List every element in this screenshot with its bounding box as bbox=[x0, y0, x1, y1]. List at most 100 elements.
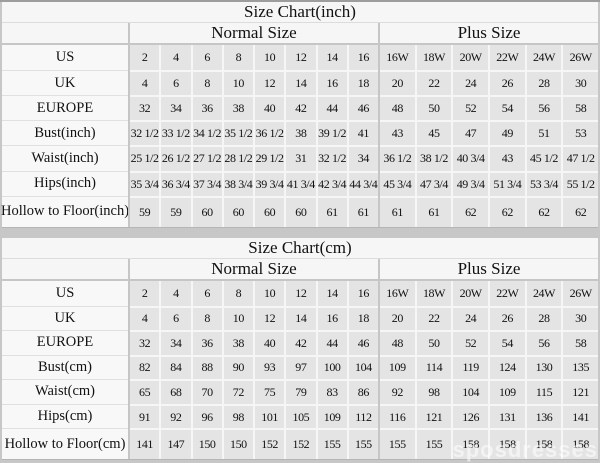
size-value-cell: 51 3/4 bbox=[488, 170, 525, 196]
size-value-cell: 82 bbox=[130, 354, 160, 380]
size-value-cell: 47 bbox=[451, 120, 489, 146]
size-value-cell: 141 bbox=[561, 403, 599, 429]
size-value-cell: 40 3/4 bbox=[451, 145, 489, 171]
plus-size-cells: 116 121 126 131 136 141 bbox=[378, 403, 599, 429]
normal-size-cells: 32 34 36 38 40 42 44 46 bbox=[128, 330, 378, 355]
size-value-cell: 16 bbox=[315, 305, 347, 331]
size-value-cell: 22W bbox=[488, 281, 525, 306]
size-value-cell: 44 3/4 bbox=[346, 170, 378, 196]
size-value-cell: 40 bbox=[253, 95, 285, 121]
size-value-cell: 83 bbox=[315, 379, 347, 404]
size-value-cell: 20W bbox=[451, 281, 489, 306]
size-value-cell: 114 bbox=[414, 354, 452, 380]
size-value-cell: 59 bbox=[130, 195, 160, 228]
size-value-cell: 4 bbox=[159, 45, 191, 71]
table-rows: US 2 4 6 8 10 12 14 16 16W 18W 20W 22W 24W 26W UK 4 6 8 10 1… bbox=[2, 281, 599, 459]
size-value-cell: 54 bbox=[488, 330, 525, 355]
corner-cell bbox=[2, 23, 128, 43]
size-value-cell: 47 1/2 bbox=[561, 145, 599, 171]
row-label: Hips(cm) bbox=[2, 403, 128, 429]
size-value-cell: 58 bbox=[561, 95, 599, 121]
row-label: Waist(inch) bbox=[2, 145, 128, 171]
normal-size-cells: 35 3/4 36 3/4 37 3/4 38 3/4 39 3/4 41 3/4 42 3… bbox=[128, 170, 378, 196]
size-value-cell: 22 bbox=[414, 305, 452, 331]
normal-size-cells: 4 6 8 10 12 14 16 18 bbox=[128, 305, 378, 331]
table-row: Waist(inch) 25 1/2 26 1/2 27 1/2 28 1/2 29 1/… bbox=[2, 145, 599, 171]
size-value-cell: 60 bbox=[190, 195, 222, 228]
size-value-cell: 126 bbox=[451, 403, 489, 429]
size-value-cell: 147 bbox=[159, 428, 191, 459]
table-row: Waist(cm) 65 68 70 72 75 79 83 86 92 98 104 109 115 12… bbox=[2, 379, 599, 404]
size-value-cell: 109 bbox=[380, 354, 415, 380]
size-value-cell: 60 bbox=[284, 195, 316, 228]
size-value-cell: 101 bbox=[253, 403, 285, 429]
size-value-cell: 36 bbox=[190, 330, 222, 355]
size-value-cell: 25 1/2 bbox=[130, 145, 160, 171]
size-value-cell: 109 bbox=[315, 403, 347, 429]
size-value-cell: 31 bbox=[284, 145, 316, 171]
plus-size-cells: 155 155 158 158 158 158 bbox=[378, 428, 599, 459]
size-value-cell: 158 bbox=[561, 428, 599, 459]
size-value-cell: 109 bbox=[488, 379, 525, 404]
size-value-cell: 150 bbox=[221, 428, 253, 459]
size-value-cell: 14 bbox=[315, 45, 347, 71]
size-value-cell: 8 bbox=[221, 281, 253, 306]
size-value-cell: 98 bbox=[221, 403, 253, 429]
size-value-cell: 56 bbox=[524, 330, 562, 355]
size-value-cell: 29 1/2 bbox=[253, 145, 285, 171]
size-value-cell: 46 bbox=[346, 330, 378, 355]
size-value-cell: 93 bbox=[253, 354, 285, 380]
size-value-cell: 28 bbox=[524, 305, 562, 331]
table-row: Hips(inch) 35 3/4 36 3/4 37 3/4 38 3/4 39 3/4… bbox=[2, 170, 599, 196]
size-value-cell: 32 1/2 bbox=[315, 145, 347, 171]
size-value-cell: 92 bbox=[159, 403, 191, 429]
plus-size-cells: 45 3/4 47 3/4 49 3/4 51 3/4 53 3/4 55 1/2 bbox=[378, 170, 599, 196]
size-value-cell: 84 bbox=[159, 354, 191, 380]
normal-size-cells: 25 1/2 26 1/2 27 1/2 28 1/2 29 1/2 31 32 1/2 34 bbox=[128, 145, 378, 171]
size-value-cell: 36 3/4 bbox=[159, 170, 191, 196]
size-value-cell: 65 bbox=[130, 379, 160, 404]
size-value-cell: 24W bbox=[524, 45, 562, 71]
size-value-cell: 124 bbox=[488, 354, 525, 380]
size-table-inch: Size Chart(inch) Normal Size Plus Size U… bbox=[1, 2, 599, 228]
size-value-cell: 38 1/2 bbox=[414, 145, 452, 171]
table-row: US 2 4 6 8 10 12 14 16 16W 18W 20W 22W 24W 26W bbox=[2, 281, 599, 306]
size-value-cell: 24 bbox=[451, 305, 489, 331]
normal-size-cells: 2 4 6 8 10 12 14 16 bbox=[128, 45, 378, 71]
plus-size-cells: 48 50 52 54 56 58 bbox=[378, 330, 599, 355]
table-row: Hollow to Floor(inch) 59 59 60 60 60 60 61 61 61 6… bbox=[1, 195, 599, 228]
size-value-cell: 43 bbox=[380, 120, 415, 146]
size-value-cell: 115 bbox=[524, 379, 562, 404]
row-label: EUROPE bbox=[2, 95, 128, 121]
size-value-cell: 42 bbox=[284, 95, 316, 121]
table-row: US 2 4 6 8 10 12 14 16 16W 18W 20W 22W 24W 26W bbox=[2, 45, 599, 71]
size-value-cell: 91 bbox=[130, 403, 160, 429]
size-value-cell: 50 bbox=[414, 330, 452, 355]
size-value-cell: 24W bbox=[524, 281, 562, 306]
table-row: EUROPE 32 34 36 38 40 42 44 46 48 50 52 54 56 58 bbox=[2, 330, 599, 355]
size-value-cell: 16W bbox=[380, 281, 415, 306]
size-value-cell: 18W bbox=[414, 45, 452, 71]
size-value-cell: 32 1/2 bbox=[130, 120, 160, 146]
size-value-cell: 48 bbox=[380, 330, 415, 355]
size-value-cell: 4 bbox=[159, 281, 191, 306]
size-value-cell: 18 bbox=[346, 305, 378, 331]
row-label: Hollow to Floor(inch) bbox=[1, 195, 129, 228]
table-row: UK 4 6 8 10 12 14 16 18 20 22 24 26 28 30 bbox=[2, 305, 599, 331]
size-value-cell: 55 1/2 bbox=[561, 170, 599, 196]
corner-cell bbox=[2, 259, 128, 279]
size-value-cell: 90 bbox=[221, 354, 253, 380]
size-value-cell: 12 bbox=[284, 45, 316, 71]
size-value-cell: 43 bbox=[488, 145, 525, 171]
row-label: Bust(cm) bbox=[2, 354, 128, 380]
size-value-cell: 26W bbox=[561, 281, 599, 306]
size-value-cell: 51 bbox=[524, 120, 562, 146]
normal-size-cells: 91 92 96 98 101 105 109 112 bbox=[128, 403, 378, 429]
plus-size-cells: 16W 18W 20W 22W 24W 26W bbox=[378, 281, 599, 306]
row-label: US bbox=[2, 281, 128, 306]
size-value-cell: 98 bbox=[414, 379, 452, 404]
table-title-inch: Size Chart(inch) bbox=[2, 2, 598, 23]
size-value-cell: 41 bbox=[346, 120, 378, 146]
size-value-cell: 42 bbox=[284, 330, 316, 355]
